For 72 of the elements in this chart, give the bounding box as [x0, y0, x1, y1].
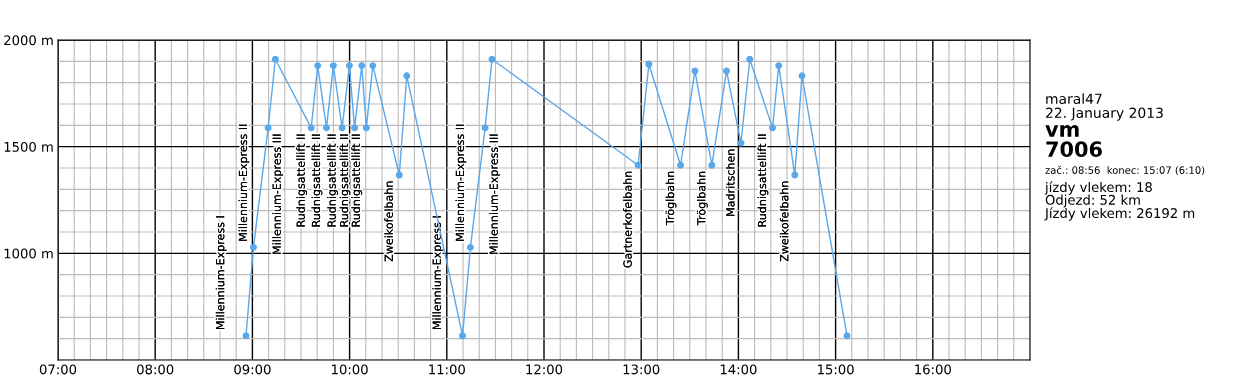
x-tick-label: 11:00: [429, 364, 465, 375]
point: [634, 161, 642, 169]
point: [843, 332, 851, 340]
x-tick-label: 13:00: [623, 364, 660, 375]
x-tick-label: 12:00: [526, 364, 563, 375]
point: [395, 171, 403, 179]
point: [645, 60, 653, 68]
point: [369, 62, 377, 70]
point: [737, 139, 745, 147]
annotation: Rudnigsattellift II: [339, 134, 351, 227]
x-tick-label: 14:00: [720, 364, 757, 375]
point: [329, 62, 337, 70]
point: [249, 243, 257, 251]
annotation: Rudnigsattellift II: [327, 134, 338, 227]
annotation: Millennium-Express II: [455, 124, 467, 241]
point: [775, 62, 783, 70]
point: [488, 55, 496, 63]
text: maral47: [1046, 93, 1102, 105]
x-tick-label: 08:00: [137, 364, 174, 375]
text: zač.: 08:56 konec: 15:07 (6:10): [1045, 165, 1205, 176]
point: [271, 55, 279, 63]
text: jízdy vlekem: 18: [1044, 181, 1152, 195]
point: [314, 62, 322, 70]
annotation: Millennium-Express I: [432, 216, 444, 330]
annotation: Tröglbahn: [665, 171, 677, 226]
annotation: Rudnigsattellift II: [296, 134, 308, 227]
point: [723, 67, 731, 75]
annotation: Madritschen: [726, 149, 735, 216]
annotation: Zweikofelbahn: [779, 181, 789, 262]
point: [798, 72, 806, 80]
point: [345, 62, 353, 70]
y-tick-label: 1500 m: [4, 141, 53, 152]
text: 22. January 2013: [1046, 107, 1163, 121]
x-tick-label: 07:00: [39, 364, 77, 375]
annotation: Millennium-Express III: [272, 134, 284, 254]
text: vm: [1045, 125, 1079, 137]
text: Odjezd: 52 km: [1045, 194, 1140, 208]
point: [307, 124, 315, 132]
x-tick-label: 09:00: [234, 364, 271, 375]
point: [264, 124, 272, 132]
x-tick-label: 15:00: [818, 364, 854, 375]
point: [708, 161, 716, 169]
point: [362, 124, 370, 132]
annotation: Tröglbahn: [696, 171, 708, 226]
point: [459, 332, 467, 340]
point: [466, 243, 474, 251]
x-tick-label: 10:00: [332, 364, 368, 375]
annotation: Rudnigsattellift II: [757, 134, 769, 227]
y-tick-label: 2000 m: [4, 35, 53, 46]
point: [677, 161, 685, 169]
point: [769, 124, 776, 132]
text: 7006: [1046, 141, 1102, 158]
annotation: Gartnerkofelbahn: [623, 171, 632, 268]
annotation: Millennium-Express II: [238, 124, 250, 241]
annotation: Millennium-Express I: [215, 216, 227, 330]
point: [351, 124, 359, 132]
x-tick-label: 16:00: [915, 364, 951, 375]
point: [791, 171, 799, 179]
annotation: Zweikofelbahn: [384, 181, 393, 262]
annotation: Rudnigsattellift II: [351, 134, 363, 227]
point: [691, 67, 699, 75]
point: [322, 124, 330, 132]
point: [242, 332, 250, 340]
y-tick-label: 1000 m: [4, 248, 53, 259]
point: [746, 55, 754, 63]
point: [338, 124, 346, 132]
annotation: Millennium-Express III: [489, 134, 501, 254]
point: [358, 62, 366, 70]
point: [481, 124, 489, 132]
point: [403, 72, 411, 80]
text: Jízdy vlekem: 26192 m: [1044, 207, 1195, 221]
annotation: Rudnigsattellift II: [311, 134, 323, 227]
